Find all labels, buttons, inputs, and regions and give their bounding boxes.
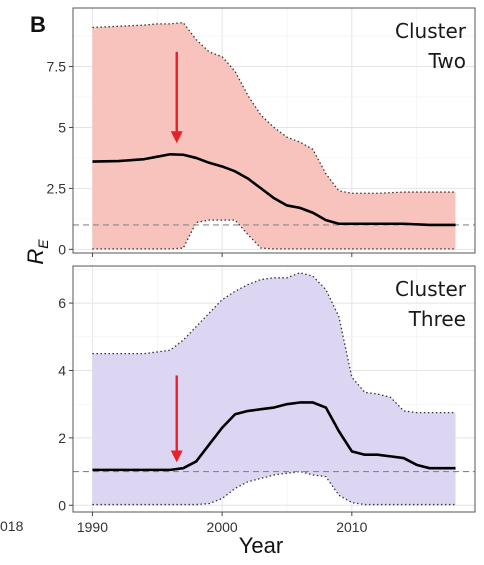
- x-tick-label: 2000: [207, 519, 238, 535]
- panel-cluster-two: Cluster Two 0 2.5 5 7.5: [47, 7, 476, 257]
- svg-text:RE: RE: [23, 239, 51, 265]
- y-axis-label: RE: [23, 239, 51, 265]
- y-tick-label: 6: [58, 295, 66, 311]
- panel-title-line: Two: [428, 49, 467, 73]
- panel-title-line: Cluster: [395, 19, 467, 43]
- x-axis-label: Year: [239, 533, 283, 558]
- lower-bound-line: [92, 219, 456, 250]
- x-tick-label: 2010: [336, 519, 367, 535]
- upper-bound-line: [92, 272, 456, 414]
- upper-bound-line: [92, 21, 456, 194]
- x-tick-label: 1990: [77, 519, 108, 535]
- y-tick-label: 5: [58, 119, 66, 135]
- y-tick-label: 2: [58, 430, 66, 446]
- credible-band: [92, 272, 456, 505]
- y-tick-label: 4: [58, 362, 66, 378]
- panel-title-line: Cluster: [395, 277, 467, 301]
- credible-band: [92, 22, 456, 249]
- panel-frame: [72, 265, 476, 513]
- y-tick-label: 2.5: [47, 180, 67, 196]
- y-axis-label-sub: E: [35, 239, 51, 249]
- median-line: [92, 401, 456, 472]
- panel-label: B: [30, 12, 46, 37]
- y-axis-label-main: R: [23, 249, 48, 265]
- panel-title-line: Three: [408, 307, 466, 331]
- panel-frame: [72, 7, 476, 254]
- y-tick-label: 0: [58, 497, 66, 513]
- y-tick-label: 0: [58, 241, 66, 257]
- edge-tick-label: 018: [0, 518, 24, 534]
- median-line: [92, 152, 456, 227]
- panel-cluster-three: Cluster Three 0 2 4 6 1990 2000 2010: [58, 265, 476, 535]
- y-tick-label: 7.5: [47, 59, 67, 75]
